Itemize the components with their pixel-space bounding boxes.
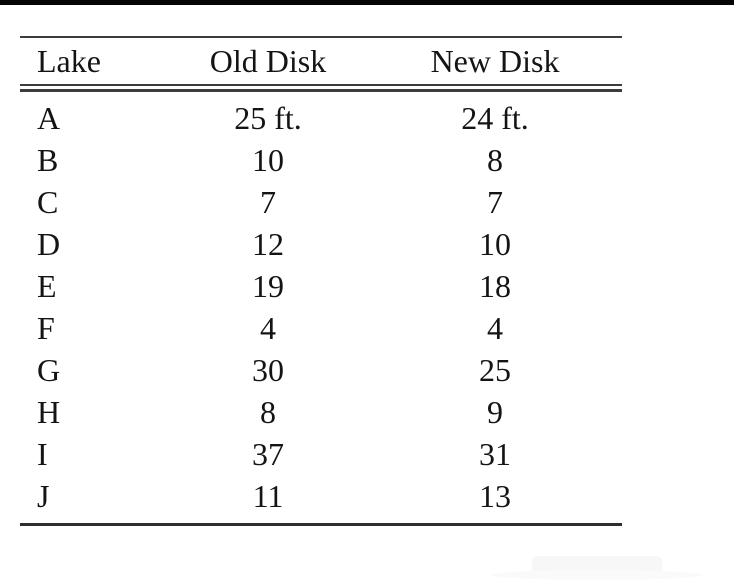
- old-disk-value-cell: 4: [260, 310, 276, 346]
- table-row: H 8 9: [20, 391, 622, 433]
- table-row: B 10 8: [20, 139, 622, 181]
- table-row: J 11 13: [20, 475, 622, 517]
- top-border-bar: [0, 0, 734, 5]
- old-disk-value-cell: 19: [252, 268, 284, 304]
- column-header-old-disk: Old Disk: [209, 43, 327, 79]
- table-row: E 19 18: [20, 265, 622, 307]
- lake-cell: I: [37, 436, 48, 472]
- lake-cell: C: [37, 184, 59, 220]
- old-disk-value-cell: 10: [252, 142, 284, 178]
- table-row: A 25 ft. 24 ft.: [20, 97, 622, 139]
- new-disk-value-cell: 10: [479, 226, 511, 262]
- table-header-row: Lake Old Disk New Disk: [20, 38, 622, 84]
- old-disk-value-cell: 12: [252, 226, 284, 262]
- lake-cell: D: [37, 226, 61, 262]
- old-disk-value-cell: 37: [252, 436, 284, 472]
- table-row: G 30 25: [20, 349, 622, 391]
- table-top-rule: [20, 36, 622, 38]
- lake-cell: J: [37, 478, 50, 514]
- table-row: F 4 4: [20, 307, 622, 349]
- new-disk-value-cell: 13: [479, 478, 511, 514]
- old-disk-value-cell: 8: [260, 394, 276, 430]
- lake-cell: G: [37, 352, 61, 388]
- old-disk-value-cell: 30: [252, 352, 284, 388]
- header-double-rule: [20, 84, 622, 92]
- new-disk-value-cell: 25: [479, 352, 511, 388]
- new-disk-value-cell: 4: [487, 310, 503, 346]
- column-header-new-disk: New Disk: [430, 43, 560, 79]
- table-row: I 37 31: [20, 433, 622, 475]
- faint-watermark-shape: [492, 554, 702, 582]
- table-body: A 25 ft. 24 ft. B 10 8 C 7 7 D 12 10 E 19 18 F 4 4 G 30 25 H 8…: [20, 92, 622, 523]
- new-disk-value-cell: 9: [487, 394, 503, 430]
- column-header-lake: Lake: [37, 43, 101, 79]
- new-disk-value-cell: 24 ft.: [461, 100, 529, 136]
- lake-cell: E: [37, 268, 57, 304]
- lake-cell: F: [37, 310, 55, 346]
- table-row: C 7 7: [20, 181, 622, 223]
- new-disk-value-cell: 18: [479, 268, 511, 304]
- new-disk-value-cell: 31: [479, 436, 511, 472]
- new-disk-value-cell: 8: [487, 142, 503, 178]
- new-disk-value-cell: 7: [487, 184, 503, 220]
- lake-cell: A: [37, 100, 61, 136]
- table-row: D 12 10: [20, 223, 622, 265]
- lake-depth-table: Lake Old Disk New Disk A 25 ft. 24 ft. B 10 8…: [20, 36, 622, 526]
- old-disk-value-cell: 25 ft.: [234, 100, 302, 136]
- old-disk-value-cell: 7: [260, 184, 276, 220]
- old-disk-value-cell: 11: [252, 478, 284, 514]
- lake-cell: H: [37, 394, 61, 430]
- lake-cell: B: [37, 142, 59, 178]
- table-bottom-rule: [20, 523, 622, 526]
